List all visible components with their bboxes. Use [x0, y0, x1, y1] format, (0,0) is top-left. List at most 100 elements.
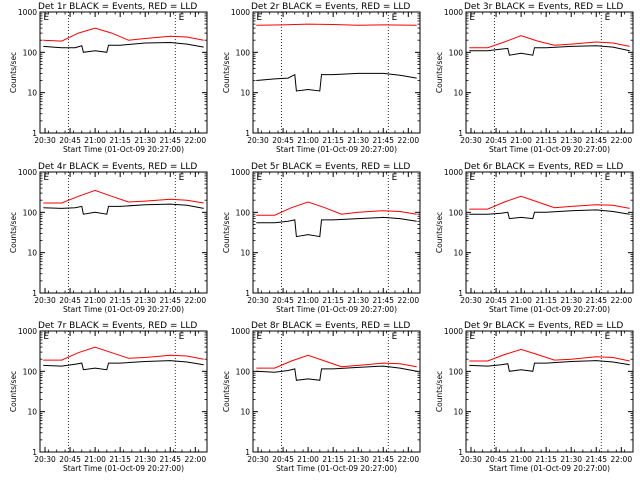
x-tick-label: 22:00 [184, 455, 206, 464]
x-tick-label: 21:15 [535, 455, 557, 464]
x-tick-label: 20:30 [34, 136, 56, 145]
y-tick-label: 1 [32, 289, 37, 298]
y-tick-label: 100 [236, 48, 251, 57]
x-tick-label: 21:30 [347, 296, 369, 305]
plot-frame [252, 330, 421, 453]
plot-frame [252, 11, 421, 134]
x-tick-label: 21:30 [134, 296, 156, 305]
x-tick-label: 22:00 [184, 136, 206, 145]
x-axis-label: Start Time (01-Oct-09 20:27:00) [489, 145, 610, 154]
x-axis-label: Start Time (01-Oct-09 20:27:00) [489, 464, 610, 473]
x-tick-label: 22:00 [610, 136, 632, 145]
chart-title: Det 8r BLACK = Events, RED = LLD [251, 321, 410, 331]
flag-label: E [605, 332, 611, 342]
x-tick-label: 21:15 [322, 296, 344, 305]
y-axis-label: Counts/sec [222, 371, 231, 412]
chart-panel-5: Det 5r BLACK = Events, RED = LLD 1 10 100 10… [222, 162, 421, 314]
y-axis-label: Counts/sec [435, 371, 444, 412]
x-tick-label: 21:30 [134, 136, 156, 145]
series-line-events [469, 209, 630, 220]
x-tick-label: 21:30 [560, 296, 582, 305]
y-tick-label: 10 [27, 89, 37, 98]
y-tick-label: 1000 [18, 8, 37, 17]
y-tick-label: 1000 [18, 168, 37, 177]
chart-panel-9: Det 9r BLACK = Events, RED = LLD 1 10 100 10… [435, 321, 634, 473]
y-tick-label: 100 [236, 208, 251, 217]
y-tick-label: 10 [27, 408, 37, 417]
x-tick-label: 20:30 [460, 296, 482, 305]
plot-frame [39, 330, 208, 453]
x-tick-label: 22:00 [397, 296, 419, 305]
chart-panel-1: Det 1r BLACK = Events, RED = LLD 1 10 100 10… [9, 2, 208, 154]
flag-label: E [469, 332, 475, 342]
x-tick-label: 20:45 [272, 455, 294, 464]
series-line-lld [469, 195, 630, 210]
y-tick-label: 100 [449, 48, 464, 57]
x-tick-label: 22:00 [610, 455, 632, 464]
x-tick-label: 21:00 [84, 136, 106, 145]
x-tick-label: 22:00 [397, 455, 419, 464]
x-tick-label: 21:15 [322, 455, 344, 464]
x-axis-label: Start Time (01-Oct-09 20:27:00) [276, 305, 397, 314]
y-tick-label: 1000 [231, 168, 250, 177]
flag-label: E [179, 332, 185, 342]
y-tick-label: 10 [27, 249, 37, 258]
series-line-events [469, 45, 630, 56]
series-line-lld [469, 348, 630, 362]
x-tick-label: 20:45 [272, 296, 294, 305]
x-tick-label: 21:15 [322, 136, 344, 145]
chart-title: Det 1r BLACK = Events, RED = LLD [38, 2, 197, 12]
flag-label: E [43, 173, 49, 183]
chart-panel-3: Det 3r BLACK = Events, RED = LLD 1 10 100 10… [435, 2, 634, 154]
series-line-events [469, 360, 630, 372]
x-tick-label: 21:45 [372, 136, 394, 145]
x-tick-label: 21:45 [585, 455, 607, 464]
flag-label: E [392, 13, 398, 23]
y-tick-label: 100 [449, 208, 464, 217]
flag-label: E [256, 173, 262, 183]
flag-label: E [256, 332, 262, 342]
x-axis-label: Start Time (01-Oct-09 20:27:00) [63, 464, 184, 473]
series-line-lld [256, 23, 417, 26]
x-tick-label: 21:15 [535, 296, 557, 305]
x-tick-label: 20:30 [460, 136, 482, 145]
x-tick-label: 20:30 [247, 136, 269, 145]
x-axis-label: Start Time (01-Oct-09 20:27:00) [63, 305, 184, 314]
series-line-lld [256, 354, 417, 369]
chart-panel-8: Det 8r BLACK = Events, RED = LLD 1 10 100 10… [222, 321, 421, 473]
x-tick-label: 20:45 [272, 136, 294, 145]
y-tick-label: 1 [32, 448, 37, 457]
x-axis-label: Start Time (01-Oct-09 20:27:00) [276, 464, 397, 473]
series-line-events [256, 72, 417, 92]
y-tick-label: 1 [245, 129, 250, 138]
flag-label: E [469, 13, 475, 23]
chart-title: Det 7r BLACK = Events, RED = LLD [38, 321, 197, 331]
x-tick-label: 21:45 [585, 136, 607, 145]
series-line-events [256, 365, 417, 381]
y-tick-label: 100 [23, 48, 38, 57]
y-tick-label: 1 [32, 129, 37, 138]
series-line-lld [43, 189, 204, 204]
series-line-lld [43, 346, 204, 361]
x-tick-label: 20:30 [247, 296, 269, 305]
y-tick-label: 1000 [18, 327, 37, 336]
chart-panel-2: Det 2r BLACK = Events, RED = LLD 1 10 100 10… [222, 2, 421, 154]
chart-panel-6: Det 6r BLACK = Events, RED = LLD 1 10 100 10… [435, 162, 634, 314]
x-tick-label: 21:00 [84, 455, 106, 464]
flag-label: E [605, 13, 611, 23]
plot-frame [465, 11, 634, 134]
x-tick-label: 20:45 [59, 136, 81, 145]
y-tick-label: 1000 [444, 8, 463, 17]
x-tick-label: 21:15 [535, 136, 557, 145]
x-tick-label: 20:45 [485, 455, 507, 464]
flag-label: E [256, 13, 262, 23]
x-tick-label: 20:45 [485, 296, 507, 305]
plot-frame [465, 330, 634, 453]
chart-title: Det 3r BLACK = Events, RED = LLD [464, 2, 623, 12]
y-tick-label: 1000 [231, 8, 250, 17]
x-tick-label: 21:45 [159, 455, 181, 464]
chart-panel-4: Det 4r BLACK = Events, RED = LLD 1 10 100 10… [9, 162, 208, 314]
x-tick-label: 21:45 [585, 296, 607, 305]
y-tick-label: 10 [240, 89, 250, 98]
x-tick-label: 20:30 [247, 455, 269, 464]
